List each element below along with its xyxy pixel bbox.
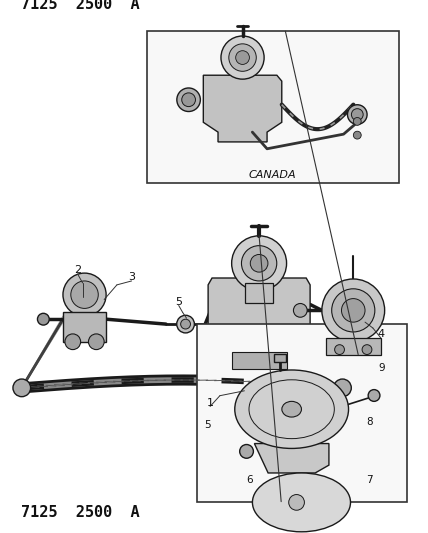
Circle shape [354,117,361,125]
Circle shape [71,281,98,309]
Circle shape [229,44,256,71]
Circle shape [250,254,268,272]
Circle shape [351,109,363,120]
Ellipse shape [253,473,351,532]
Text: 5: 5 [205,420,211,430]
Text: 7: 7 [366,475,373,486]
Circle shape [322,279,385,342]
Circle shape [332,289,375,332]
Circle shape [63,273,106,316]
Text: 8: 8 [366,417,373,426]
Circle shape [13,379,30,397]
Circle shape [294,303,307,317]
Ellipse shape [282,401,301,417]
Circle shape [289,495,304,510]
Polygon shape [208,278,310,361]
Polygon shape [254,443,329,473]
Text: 5: 5 [175,296,182,306]
Circle shape [89,334,104,350]
Bar [197,324,407,502]
Circle shape [232,236,287,291]
Circle shape [368,390,380,401]
Text: 7125  2500  A: 7125 2500 A [21,0,140,12]
Circle shape [334,379,351,397]
Circle shape [240,445,253,458]
Bar [245,283,273,303]
Circle shape [177,316,194,333]
Bar [147,31,399,183]
Circle shape [236,51,250,64]
Circle shape [182,93,196,107]
Bar [326,338,381,356]
Bar [241,259,277,278]
Text: 7125  2500  A: 7125 2500 A [21,505,140,520]
Circle shape [38,313,49,325]
Circle shape [65,334,80,350]
Circle shape [335,345,345,354]
Text: 2: 2 [74,265,81,275]
Text: 1: 1 [207,398,214,408]
Ellipse shape [235,370,348,448]
Text: 4: 4 [377,329,384,339]
Bar [63,312,106,342]
Circle shape [177,88,200,111]
Polygon shape [203,75,282,142]
Circle shape [362,345,372,354]
Text: 9: 9 [379,364,385,373]
Text: 6: 6 [247,475,253,486]
Text: 3: 3 [128,272,135,282]
Text: CANADA: CANADA [249,170,297,180]
Circle shape [342,298,365,322]
Circle shape [181,319,190,329]
Circle shape [354,131,361,139]
Circle shape [221,36,264,79]
Circle shape [348,105,367,124]
Bar [232,352,287,369]
Bar [274,354,286,362]
Circle shape [241,246,277,281]
